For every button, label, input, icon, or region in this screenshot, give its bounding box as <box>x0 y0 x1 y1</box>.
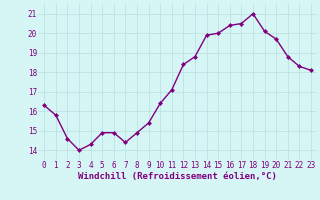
X-axis label: Windchill (Refroidissement éolien,°C): Windchill (Refroidissement éolien,°C) <box>78 172 277 181</box>
